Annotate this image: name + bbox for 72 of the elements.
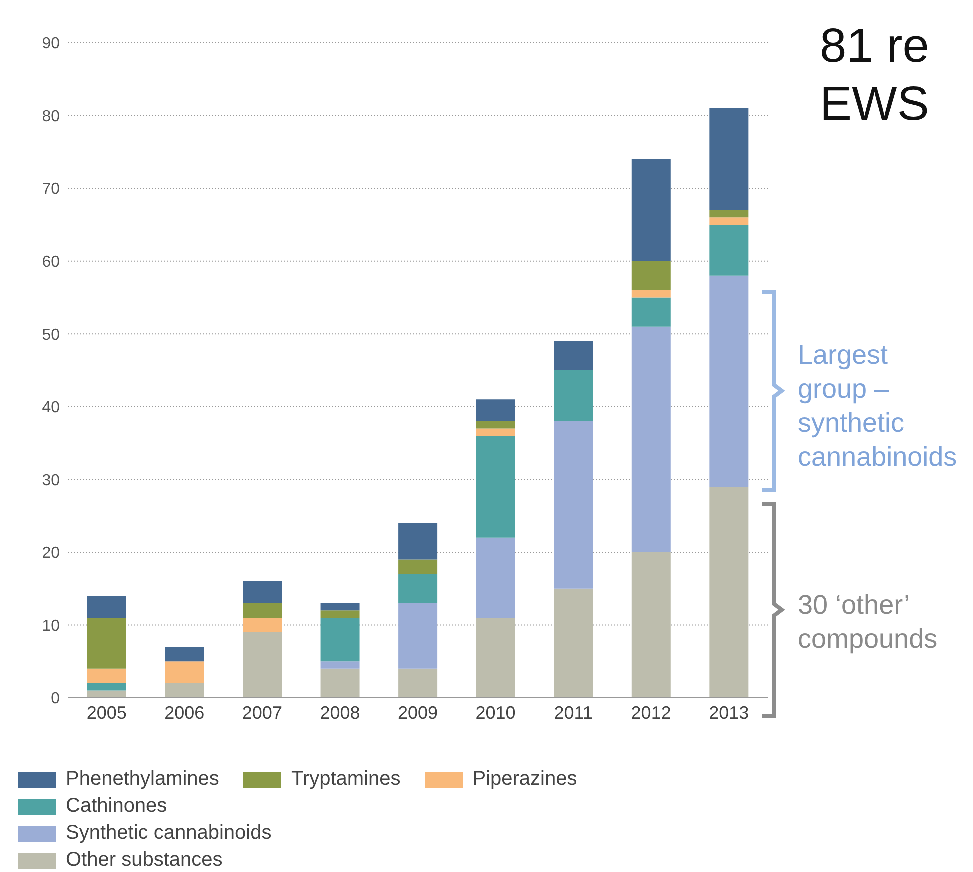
- bar: [632, 261, 671, 290]
- bar: [632, 326, 671, 552]
- legend-label: Synthetic cannabinoids: [66, 822, 272, 845]
- x-tick-label: 2012: [631, 702, 672, 723]
- bar: [632, 298, 671, 327]
- legend-label: Tryptamines: [291, 768, 401, 791]
- bar: [554, 421, 594, 589]
- y-tick-label: 90: [42, 36, 60, 53]
- legend-label: Cathinones: [66, 795, 168, 818]
- bar: [165, 647, 204, 662]
- bar: [87, 596, 126, 618]
- bar: [476, 421, 516, 429]
- bar: [710, 108, 749, 210]
- x-tick-label: 2006: [164, 702, 205, 723]
- bar: [476, 538, 516, 618]
- bar: [632, 290, 671, 298]
- y-tick-label: 50: [42, 326, 60, 344]
- y-tick-label: 80: [42, 108, 60, 126]
- bar: [87, 690, 126, 698]
- bar: [554, 341, 594, 370]
- bar: [710, 486, 749, 698]
- y-tick-label: 0: [51, 690, 60, 708]
- bar: [398, 523, 438, 560]
- bar: [87, 618, 126, 669]
- bar: [398, 603, 438, 669]
- x-tick-label: 2007: [242, 702, 282, 723]
- bar: [87, 668, 126, 684]
- bar: [320, 662, 360, 669]
- x-tick-label: 2013: [709, 702, 750, 723]
- text: Largest group – synthetic cannabinoids: [798, 339, 958, 474]
- y-tick-label: 10: [42, 618, 60, 635]
- y-tick-label: 40: [42, 400, 60, 417]
- bar: [710, 218, 749, 225]
- bar: [165, 662, 204, 684]
- bar: [710, 224, 749, 276]
- y-tick-label: 20: [42, 545, 60, 562]
- x-tick-label: 2011: [554, 702, 593, 723]
- x-tick-label: 2009: [398, 702, 438, 723]
- bar: [320, 603, 360, 611]
- x-tick-label: 2010: [476, 702, 516, 723]
- bar: [243, 582, 282, 604]
- bar: [710, 276, 749, 487]
- bar: [320, 610, 360, 618]
- bar: [476, 436, 516, 538]
- bar: [243, 618, 282, 632]
- bar: [476, 400, 516, 422]
- text: 30 ‘other’ compounds: [798, 589, 939, 656]
- legend-label: Other substances: [66, 849, 223, 872]
- bar: [632, 552, 671, 698]
- bar: [243, 603, 282, 618]
- bar: [632, 159, 671, 262]
- bar: [165, 683, 204, 698]
- bar: [476, 428, 516, 436]
- bar: [710, 210, 749, 218]
- bar: [554, 588, 594, 698]
- legend-label: Piperazines: [472, 768, 578, 791]
- bar: [398, 574, 438, 604]
- bar: [243, 632, 282, 698]
- bar: [398, 560, 438, 574]
- bar: [476, 618, 516, 698]
- bar: [320, 618, 360, 662]
- bar: [554, 370, 594, 422]
- bar: [320, 668, 360, 698]
- x-tick-label: 2005: [86, 702, 127, 723]
- text: 81 re EWS: [820, 19, 930, 133]
- y-tick-label: 60: [42, 254, 60, 272]
- bar: [87, 683, 126, 691]
- bar: [398, 668, 438, 698]
- y-tick-label: 30: [42, 472, 60, 490]
- legend-label: Phenethylamines: [66, 768, 220, 791]
- x-tick-label: 2008: [320, 702, 360, 723]
- y-tick-label: 70: [42, 181, 60, 198]
